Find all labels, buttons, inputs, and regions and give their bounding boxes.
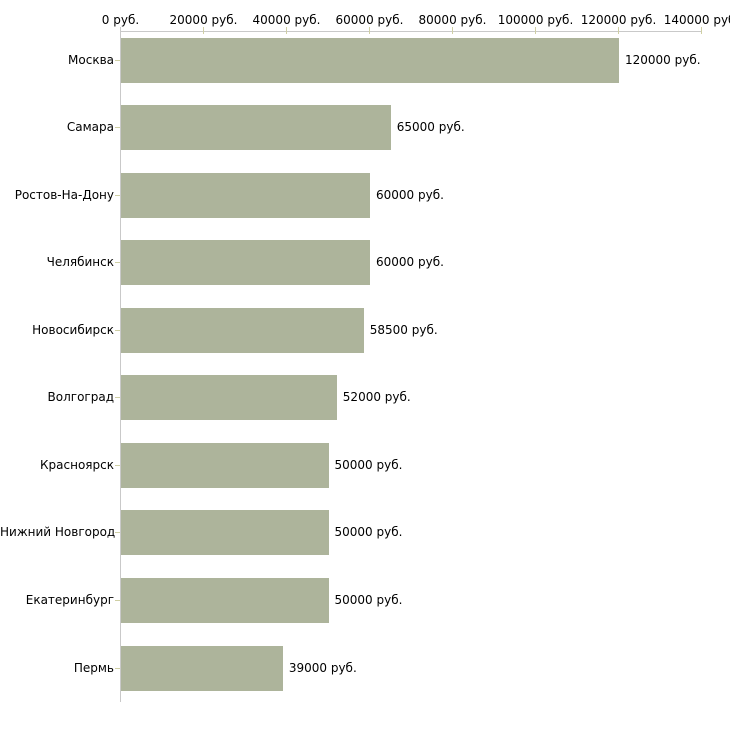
y-axis-line [120,31,121,702]
x-axis-tick [203,27,204,34]
bar [121,240,370,286]
x-axis-tick [618,27,619,34]
x-axis-tick [120,27,121,34]
bar [121,37,619,83]
category-label: Ростов-На-Дону [14,187,114,202]
y-axis-tick [115,464,120,466]
bar [121,645,283,691]
x-axis-tick-label: 100000 руб. [497,13,574,27]
bar-value-label: 65000 руб. [396,120,465,135]
x-axis-tick-label: 120000 руб. [580,13,657,27]
x-axis-tick-label: 140000 руб. [663,13,730,27]
y-axis-tick [115,127,120,129]
bar [121,172,370,218]
x-axis-tick [286,27,287,34]
y-axis-tick [115,397,120,399]
bar [121,510,329,556]
x-axis-tick-label: 40000 руб. [252,13,321,27]
bar [121,375,337,421]
y-axis-tick [115,532,120,534]
category-label: Челябинск [46,255,114,270]
bar-value-label: 58500 руб. [369,322,438,337]
bar-value-label: 50000 руб. [334,525,403,540]
x-axis-tick [535,27,536,34]
bar-value-label: 52000 руб. [342,390,411,405]
bar-value-label: 60000 руб. [376,255,444,270]
category-label: Волгоград [47,390,114,405]
bar-value-label: 120000 руб. [625,52,701,67]
category-label: Екатеринбург [25,592,114,607]
bar [121,442,329,488]
category-label: Самара [66,120,114,135]
bar [121,307,364,353]
bar-value-label: 60000 руб. [376,187,444,202]
y-axis-tick [115,667,120,669]
category-label: Нижний Новгород [0,525,116,540]
bar [121,577,329,623]
x-axis-tick-label: 80000 руб. [418,13,487,27]
category-label: Москва [68,52,114,67]
bar [121,105,391,151]
bar-value-label: 50000 руб. [334,457,403,472]
x-axis-tick [452,27,453,34]
y-axis-tick [115,262,120,264]
x-axis-tick-label: 0 руб. [101,13,140,27]
y-axis-tick [115,329,120,331]
bar-value-label: 50000 руб. [334,592,403,607]
category-label: Красноярск [40,457,114,472]
y-axis-tick [115,59,120,61]
category-label: Пермь [73,660,114,675]
x-axis-tick [701,27,702,34]
y-axis-tick [115,194,120,196]
y-axis-tick [115,599,120,601]
x-axis-tick-label: 60000 руб. [335,13,404,27]
x-axis-tick-label: 20000 руб. [169,13,238,27]
x-axis-tick [369,27,370,34]
x-axis-line [120,31,702,32]
bar-value-label: 39000 руб. [288,660,357,675]
category-label: Новосибирск [32,322,114,337]
